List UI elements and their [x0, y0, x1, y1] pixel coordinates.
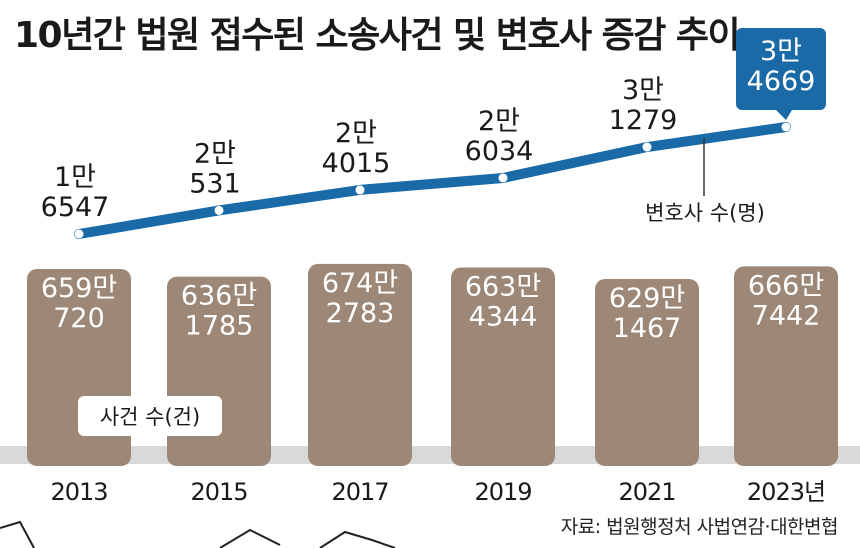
line-point-2023년 [781, 122, 791, 132]
chart-title: 10년간 법원 접수된 소송사건 및 변호사 증감 추이 [14, 15, 741, 56]
line-value-label: 2만 531 [189, 138, 241, 199]
line-value-label: 3만 4669 [747, 36, 816, 97]
x-tick-label: 2013 [50, 478, 107, 506]
line-series [74, 122, 791, 239]
bar-value-label: 659만 720 [41, 273, 117, 334]
decorative-sketch [0, 520, 396, 548]
bar-value-label: 636만 1785 [181, 281, 257, 342]
line-value-label: 1만 6547 [41, 162, 110, 223]
line-point-2015 [214, 205, 224, 215]
bar-2021 [595, 278, 699, 466]
bar-value-label: 663만 4344 [465, 272, 541, 333]
line-point-2019 [498, 173, 508, 183]
bar-value-label: 666만 7442 [748, 270, 824, 331]
bar-value-label: 629만 1467 [609, 283, 685, 344]
line-point-2021 [642, 142, 652, 152]
x-tick-label: 2021 [618, 478, 675, 506]
bar-2019 [451, 267, 555, 466]
line-point-2013 [74, 229, 84, 239]
bar-legend-label: 사건 수(건) [100, 405, 200, 429]
x-tick-label: 2017 [331, 478, 388, 506]
x-tick-label: 2015 [190, 478, 247, 506]
bar-2017 [308, 263, 412, 466]
highlight-label-box [736, 28, 826, 110]
line-point-2017 [355, 185, 365, 195]
bar-2023년 [734, 266, 838, 466]
x-tick-label: 2019 [474, 478, 531, 506]
line-value-label: 2만 6034 [465, 106, 534, 167]
bar-value-label: 674만 2783 [322, 268, 398, 329]
highlight-label-pointer [776, 110, 792, 120]
line-value-label: 3만 1279 [609, 75, 678, 136]
x-tick-label: 2023년 [747, 478, 825, 506]
bar-legend-box [78, 396, 222, 436]
line-legend-label: 변호사 수(명) [645, 201, 765, 225]
source-note: 자료: 법원행정처 사법연감·대한변협 [560, 516, 839, 538]
line-value-label: 2만 4015 [322, 118, 391, 179]
